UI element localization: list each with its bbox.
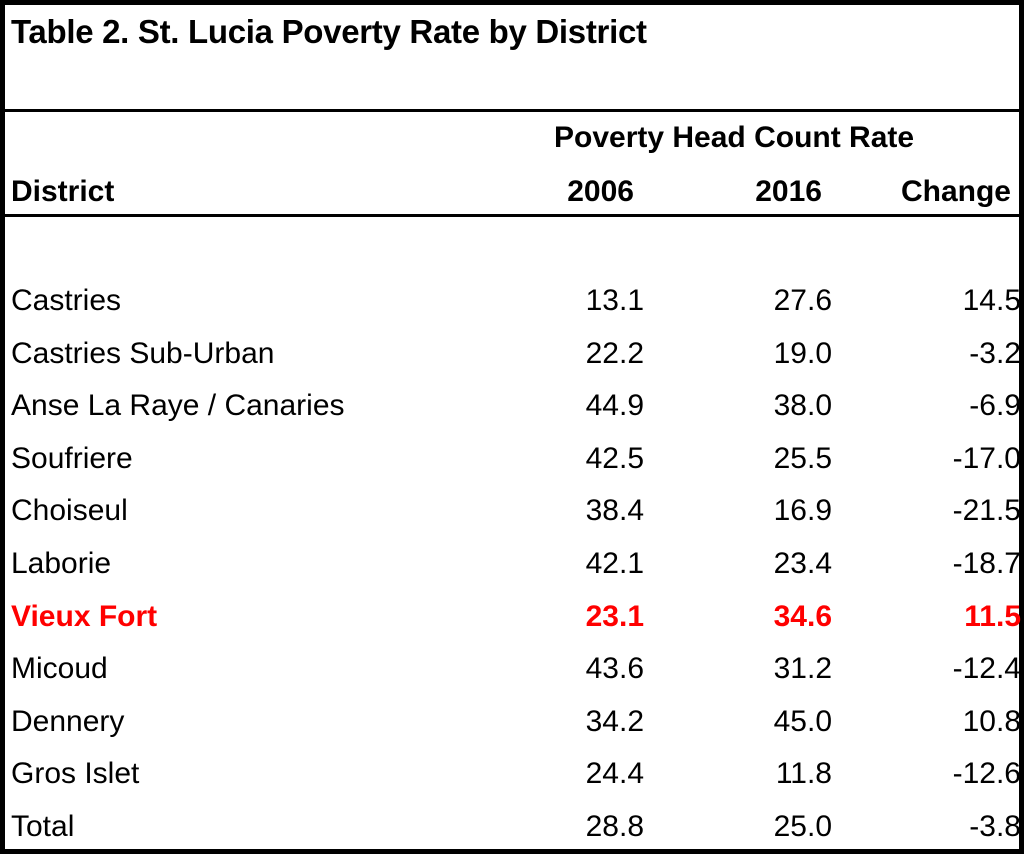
table-row: Laborie 42.1 23.4 -18.7 — [5, 538, 1021, 591]
rate-2016: 25.5 — [773, 441, 832, 475]
district-name: Castries — [11, 284, 122, 317]
header-2016: 2016 — [755, 175, 822, 208]
district-name: Laborie — [11, 546, 112, 580]
header-divider — [5, 214, 1019, 217]
district-name: Castries Sub-Urban — [11, 336, 275, 370]
rate-change: -12.6 — [952, 757, 1021, 791]
rate-2006: 43.6 — [585, 652, 644, 686]
rate-2016: 19.0 — [773, 336, 832, 370]
district-name: Micoud — [11, 652, 108, 686]
rate-change: -6.9 — [969, 389, 1021, 423]
rate-2006: 42.1 — [585, 546, 644, 580]
rate-change: 14.5 — [962, 284, 1021, 317]
table-row: Soufriere 42.5 25.5 -17.0 — [5, 433, 1021, 486]
rate-change: 11.5 — [964, 599, 1021, 633]
table-row-total: Total 28.8 25.0 -3.8 — [5, 801, 1021, 854]
rate-2016: 38.0 — [773, 389, 832, 423]
table-row: Dennery 34.2 45.0 10.8 — [5, 696, 1021, 749]
header-district: District — [11, 175, 115, 208]
rate-2016: 16.9 — [773, 494, 832, 528]
rate-change: -17.0 — [952, 441, 1021, 475]
table-title: Table 2. St. Lucia Poverty Rate by Distr… — [11, 13, 647, 50]
rate-2006: 34.2 — [585, 704, 644, 738]
rate-2016: 34.6 — [773, 599, 832, 633]
header-change: Change — [900, 175, 1011, 208]
rate-change: 10.8 — [962, 704, 1021, 738]
rate-2006: 44.9 — [585, 389, 644, 423]
rate-2016: 45.0 — [773, 704, 832, 738]
table-body: Castries 13.1 27.6 14.5 Castries Sub-Urb… — [5, 275, 1021, 854]
table-row: Castries 13.1 27.6 14.5 — [5, 275, 1021, 328]
rate-2016: 31.2 — [773, 652, 832, 686]
district-name: Vieux Fort — [11, 599, 158, 633]
rate-2006: 42.5 — [585, 441, 644, 475]
district-name: Soufriere — [11, 441, 133, 475]
rate-2006: 23.1 — [585, 599, 644, 633]
table-row-highlighted: Vieux Fort 23.1 34.6 11.5 — [5, 591, 1021, 644]
rate-2016: 27.6 — [773, 284, 832, 317]
rate-2016: 23.4 — [773, 546, 832, 580]
rate-2006: 13.1 — [585, 284, 644, 317]
rate-change: -3.2 — [969, 336, 1021, 370]
rate-2006: 22.2 — [585, 336, 644, 370]
header-2006: 2006 — [567, 175, 634, 208]
rate-2006: 38.4 — [585, 494, 644, 528]
title-divider — [5, 109, 1019, 112]
district-name: Dennery — [11, 704, 125, 738]
table-row: Micoud 43.6 31.2 -12.4 — [5, 643, 1021, 696]
table-row: Choiseul 38.4 16.9 -21.5 — [5, 485, 1021, 538]
rate-2016: 11.8 — [775, 757, 832, 791]
table-row: Gros Islet 24.4 11.8 -12.6 — [5, 748, 1021, 801]
rate-2006: 24.4 — [585, 757, 644, 791]
rate-2006: 28.8 — [585, 809, 644, 843]
rate-change: -12.4 — [952, 652, 1021, 686]
rate-change: -18.7 — [952, 546, 1021, 580]
district-name: Total — [11, 809, 75, 843]
table-row: Castries Sub-Urban 22.2 19.0 -3.2 — [5, 328, 1021, 381]
table-row: Anse La Raye / Canaries 44.9 38.0 -6.9 — [5, 380, 1021, 433]
district-name: Anse La Raye / Canaries — [11, 389, 345, 423]
rate-change: -3.8 — [969, 809, 1021, 843]
rate-2016: 25.0 — [773, 809, 832, 843]
rate-change: -21.5 — [952, 494, 1021, 528]
district-name: Choiseul — [11, 494, 128, 528]
column-group-header: Poverty Head Count Rate — [554, 121, 915, 154]
district-name: Gros Islet — [11, 757, 140, 791]
